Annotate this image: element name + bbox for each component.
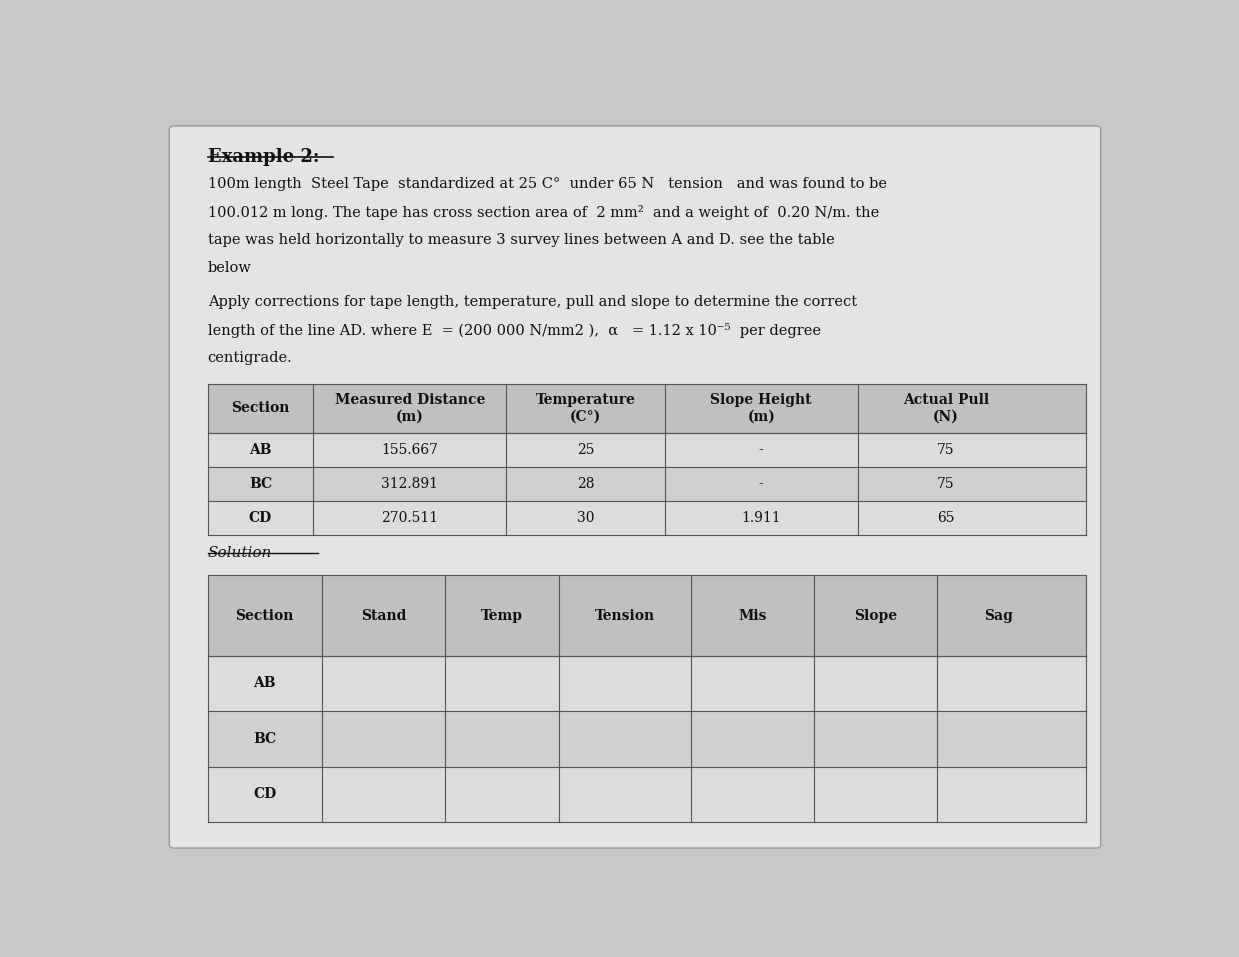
- Text: Mis: Mis: [738, 609, 767, 622]
- Text: Measured Distance
(m): Measured Distance (m): [335, 393, 484, 423]
- Text: 100.012 m long. The tape has cross section area of  2 mm²  and a weight of  0.20: 100.012 m long. The tape has cross secti…: [208, 206, 878, 220]
- Text: Solution: Solution: [208, 545, 273, 560]
- Text: Stand: Stand: [361, 609, 406, 622]
- FancyBboxPatch shape: [208, 711, 1087, 767]
- Text: tape was held horizontally to measure 3 survey lines between A and D. see the ta: tape was held horizontally to measure 3 …: [208, 234, 834, 248]
- Text: 1.911: 1.911: [741, 511, 781, 524]
- Text: Example 2:: Example 2:: [208, 148, 320, 166]
- Text: BC: BC: [253, 732, 276, 746]
- Text: Temp: Temp: [481, 609, 523, 622]
- Text: Sag: Sag: [984, 609, 1012, 622]
- FancyBboxPatch shape: [170, 126, 1100, 848]
- Text: Actual Pull
(N): Actual Pull (N): [903, 393, 989, 423]
- Text: length of the line AD. where E  = (200 000 N/mm2 ),  α   = 1.12 x 10⁻⁵  per degr: length of the line AD. where E = (200 00…: [208, 323, 820, 339]
- Text: 75: 75: [937, 477, 954, 491]
- Text: -: -: [758, 477, 763, 491]
- FancyBboxPatch shape: [208, 767, 1087, 822]
- Text: 65: 65: [937, 511, 954, 524]
- FancyBboxPatch shape: [208, 501, 1087, 535]
- Text: Apply corrections for tape length, temperature, pull and slope to determine the : Apply corrections for tape length, tempe…: [208, 296, 857, 309]
- Text: centigrade.: centigrade.: [208, 351, 292, 366]
- FancyBboxPatch shape: [208, 384, 1087, 433]
- Text: CD: CD: [249, 511, 273, 524]
- Text: Section: Section: [232, 401, 290, 415]
- Text: 75: 75: [937, 443, 954, 456]
- Text: below: below: [208, 261, 252, 276]
- FancyBboxPatch shape: [208, 575, 1087, 656]
- Text: BC: BC: [249, 477, 273, 491]
- Text: AB: AB: [254, 677, 276, 690]
- Text: Tension: Tension: [595, 609, 655, 622]
- Text: 28: 28: [576, 477, 595, 491]
- Text: AB: AB: [249, 443, 271, 456]
- Text: 270.511: 270.511: [382, 511, 439, 524]
- Text: Temperature
(C°): Temperature (C°): [535, 393, 636, 423]
- Text: Slope: Slope: [854, 609, 897, 622]
- Text: Section: Section: [235, 609, 294, 622]
- FancyBboxPatch shape: [208, 656, 1087, 711]
- FancyBboxPatch shape: [208, 467, 1087, 501]
- Text: 25: 25: [576, 443, 595, 456]
- Text: CD: CD: [253, 788, 276, 801]
- Text: 312.891: 312.891: [382, 477, 439, 491]
- Text: Slope Height
(m): Slope Height (m): [710, 393, 812, 423]
- Text: 155.667: 155.667: [382, 443, 439, 456]
- FancyBboxPatch shape: [208, 433, 1087, 467]
- Text: 30: 30: [576, 511, 595, 524]
- Text: 100m length  Steel Tape  standardized at 25 C°  under 65 N   tension   and was f: 100m length Steel Tape standardized at 2…: [208, 177, 887, 191]
- Text: -: -: [758, 443, 763, 456]
